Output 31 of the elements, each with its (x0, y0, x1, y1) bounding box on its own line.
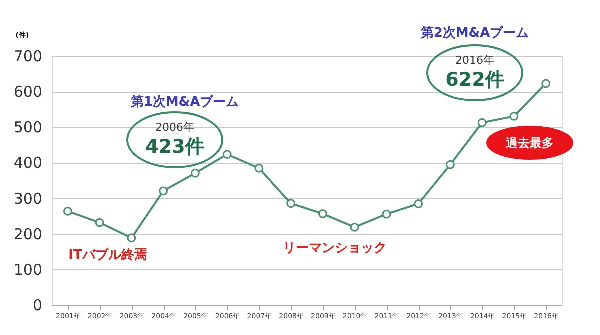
annotation: 2016年 622件 (446, 54, 504, 91)
point (510, 112, 519, 121)
point (542, 79, 551, 88)
y-tick-label: 200 (14, 225, 42, 244)
annotation: リーマンショック (283, 241, 387, 256)
point (254, 164, 264, 173)
annotation: ITバブル終焉 (68, 247, 148, 263)
point (159, 186, 168, 196)
y-tick-label: 100 (14, 260, 42, 279)
annotation: 2006年 423件 (146, 121, 204, 158)
point (478, 118, 487, 128)
annotation: 過去最多 (505, 136, 554, 150)
annotation: 第1次M&Aブーム (130, 94, 240, 110)
point (350, 223, 360, 232)
y-tick-label: 600 (14, 83, 42, 102)
point (382, 210, 392, 219)
point (95, 218, 104, 228)
point (222, 150, 232, 159)
point (414, 200, 424, 208)
point (446, 160, 455, 170)
y-tick-label: 400 (14, 154, 42, 172)
y-tick-label: 700 (14, 48, 42, 66)
point (318, 209, 328, 218)
point (286, 199, 296, 208)
y-tick-label: 300 (14, 190, 42, 208)
point (190, 168, 200, 178)
y-tick-label: 0 (32, 296, 42, 314)
y-tick-label: 500 (14, 118, 42, 137)
point (127, 234, 136, 243)
point (63, 206, 72, 216)
text: 第2次M&Aブーム (420, 25, 530, 41)
